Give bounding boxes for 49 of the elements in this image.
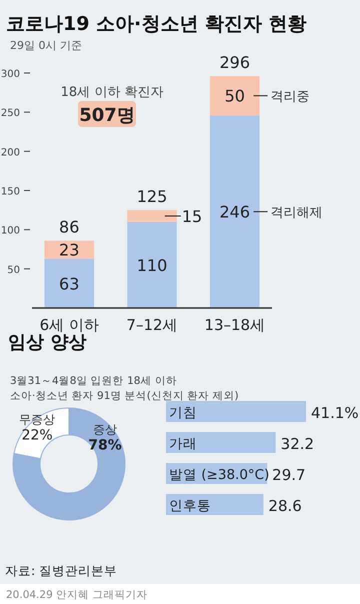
bar: [166, 494, 264, 515]
data-label: 110: [136, 256, 168, 275]
data-label: 28.6: [268, 497, 302, 515]
series-label: 격리중: [270, 90, 310, 105]
y-tick-label: 50: [7, 264, 20, 276]
bar: [127, 222, 177, 308]
bar: [44, 258, 94, 308]
bar: [127, 210, 177, 222]
slice-label: 증상: [93, 422, 118, 436]
data-label: 41.1%: [311, 404, 359, 422]
data-label: 246: [219, 202, 250, 222]
annotation: 507명: [79, 105, 135, 126]
bar: [210, 76, 260, 116]
text: 자료: 질병관리본부: [5, 563, 118, 578]
slice-label: 무증상: [19, 412, 56, 426]
donut-slice: [12, 408, 126, 520]
data-label: 29.7: [272, 466, 306, 484]
text: 20.04.29 안지혜 그래픽기자: [6, 589, 148, 601]
total-label: 296: [219, 53, 250, 72]
bar: [166, 432, 276, 453]
chart-subtitle: 29일 0시 기준: [10, 39, 82, 52]
chart-subtitle: 3월31～4월8일 입원한 18세 이하 소아·청소년 환자 91명 분석(신천지 환자 제외): [10, 375, 239, 402]
x-tick-label: 13–18세: [204, 316, 266, 334]
total-label: 125: [136, 187, 168, 206]
y-tick-label: 가래: [169, 436, 197, 452]
data-label: 50: [224, 86, 245, 106]
data-label: 23: [59, 240, 80, 260]
data-label: 22%: [22, 427, 53, 444]
y-tick-label: 250: [0, 108, 20, 120]
data-label: 78%: [88, 437, 122, 454]
annotation: 18세 이하 확진자: [60, 85, 164, 100]
y-tick-label: 인후통: [169, 498, 211, 514]
bar: [210, 115, 260, 308]
series-label: 격리해제: [270, 206, 323, 221]
bar: [166, 401, 306, 422]
chart-title: 코로나19 소아·청소년 확진자 현황: [6, 13, 307, 35]
y-tick-label: 200: [0, 147, 20, 158]
y-tick-label: 발열 (≥38.0°C): [169, 467, 270, 483]
x-tick-label: 7–12세: [126, 316, 178, 334]
data-label: 63: [59, 274, 80, 294]
data-label: 32.2: [280, 435, 314, 453]
y-tick-label: 300: [0, 69, 20, 80]
y-tick-label: 100: [0, 226, 20, 237]
chart-title: 임상 양상: [8, 332, 86, 353]
y-tick-label: 150: [0, 186, 20, 198]
x-tick-label: 6세 이하: [40, 316, 99, 334]
data-label: 15: [182, 206, 202, 226]
y-tick-label: 기침: [169, 405, 197, 421]
total-label: 86: [59, 218, 80, 237]
